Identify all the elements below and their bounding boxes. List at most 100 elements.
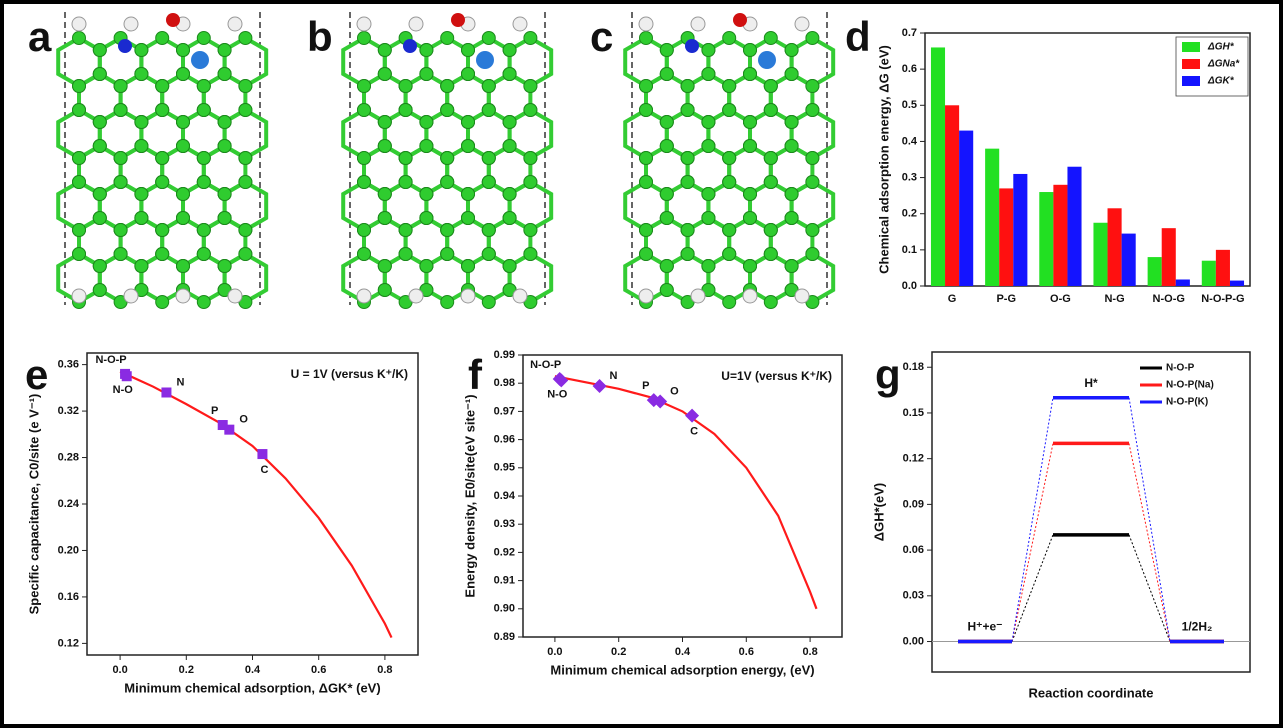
data-point xyxy=(121,371,132,382)
carbon-atom xyxy=(680,223,695,237)
carbon-atom xyxy=(763,103,778,117)
hydrogen-atom xyxy=(638,16,654,32)
carbon-atom xyxy=(217,67,232,81)
carbon-atom xyxy=(113,175,128,189)
hydrogen-atom xyxy=(512,16,528,32)
hydrogen-atom xyxy=(71,288,87,304)
data-point xyxy=(592,379,607,394)
carbon-atom xyxy=(523,103,538,117)
carbon-atom xyxy=(72,31,86,45)
bar xyxy=(1161,228,1176,286)
carbon-atom xyxy=(784,187,799,201)
carbon-atom xyxy=(763,223,778,237)
carbon-atom xyxy=(743,115,758,129)
carbon-atom xyxy=(461,259,476,273)
carbon-atom xyxy=(398,79,413,93)
carbon-atom xyxy=(701,187,716,201)
carbon-atom xyxy=(722,247,737,261)
y-tick-label: 0.7 xyxy=(902,27,917,39)
annotation: U = 1V (versus K⁺/K) xyxy=(291,367,408,381)
structure xyxy=(56,12,269,309)
carbon-atom xyxy=(701,43,716,57)
carbon-atom xyxy=(419,211,434,225)
carbon-atom xyxy=(523,151,538,165)
point-label: N-O xyxy=(547,388,568,400)
bar xyxy=(1053,184,1068,286)
bar xyxy=(945,105,960,287)
bar xyxy=(1175,279,1190,286)
carbon-atom xyxy=(196,223,211,237)
carbon-atom xyxy=(176,259,191,273)
carbon-atom xyxy=(377,187,392,201)
carbon-atom xyxy=(502,115,517,129)
carbon-atom xyxy=(743,211,757,225)
point-label: P xyxy=(211,405,218,417)
nitrogen-atom xyxy=(685,39,699,53)
carbon-atom xyxy=(357,79,372,93)
y-tick-label: 0.00 xyxy=(903,635,924,647)
phosphorus-atom xyxy=(758,51,776,69)
bar xyxy=(930,47,946,287)
plot-frame xyxy=(924,32,1251,287)
carbon-atom xyxy=(398,247,413,261)
data-point xyxy=(685,408,700,423)
carbon-atom xyxy=(92,43,107,57)
x-tick-label: 0.2 xyxy=(179,664,194,676)
carbon-atom xyxy=(238,151,253,165)
panel-label: e xyxy=(25,351,48,398)
y-tick-label: 0.98 xyxy=(494,377,515,389)
carbon-atom xyxy=(763,151,778,165)
carbon-atom xyxy=(722,79,737,93)
x-tick-label: 0.4 xyxy=(675,646,691,658)
x-axis-label: Minimum chemical adsorption, ΔGK* (eV) xyxy=(124,680,380,695)
carbon-atom xyxy=(680,247,695,261)
panel-label: g xyxy=(875,351,901,398)
point-label: O xyxy=(239,414,248,426)
hydrogen-atom xyxy=(794,288,810,304)
carbon-atom xyxy=(659,211,674,225)
carbon-atom xyxy=(113,151,128,165)
carbon-atom xyxy=(134,139,149,153)
x-tick-label: N-O-G xyxy=(1153,293,1185,305)
carbon-atom xyxy=(461,67,475,81)
carbon-atom xyxy=(680,79,695,93)
carbon-atom xyxy=(461,43,476,57)
carbon-atom xyxy=(217,211,232,225)
carbon-atom xyxy=(502,211,517,225)
carbon-atom xyxy=(440,151,455,165)
y-tick-label: 0.03 xyxy=(903,590,924,602)
carbon-atom xyxy=(176,115,191,129)
carbon-atom xyxy=(743,67,757,81)
carbon-atom xyxy=(722,175,737,189)
y-tick-label: 0.95 xyxy=(494,462,515,474)
carbon-atom xyxy=(659,259,674,273)
carbon-atom xyxy=(502,187,517,201)
carbon-atom xyxy=(134,43,149,57)
y-tick-label: 0.12 xyxy=(903,453,924,465)
carbon-atom xyxy=(92,283,107,297)
point-label: N-O xyxy=(113,384,134,396)
carbon-atom xyxy=(196,151,211,165)
carbon-atom xyxy=(763,31,778,45)
x-tick-label: 0.0 xyxy=(112,664,127,676)
carbon-atom xyxy=(357,103,371,117)
carbon-atom xyxy=(398,151,413,165)
carbon-atom xyxy=(639,175,653,189)
hydrogen-atom xyxy=(690,288,706,304)
carbon-atom xyxy=(113,247,128,261)
carbon-atom xyxy=(92,115,107,129)
carbon-atom xyxy=(217,187,232,201)
carbon-atom xyxy=(72,247,86,261)
carbon-atom xyxy=(461,211,475,225)
carbon-atom xyxy=(659,139,674,153)
carbon-atom xyxy=(72,103,86,117)
hydrogen-atom xyxy=(227,16,243,32)
carbon-atom xyxy=(419,115,434,129)
carbon-atom xyxy=(722,103,737,117)
y-tick-label: 0.90 xyxy=(494,603,515,615)
carbon-atom xyxy=(805,151,820,165)
carbon-atom xyxy=(805,31,820,45)
carbon-atom xyxy=(176,67,190,81)
carbon-atom xyxy=(72,79,87,93)
carbon-atom xyxy=(377,115,392,129)
